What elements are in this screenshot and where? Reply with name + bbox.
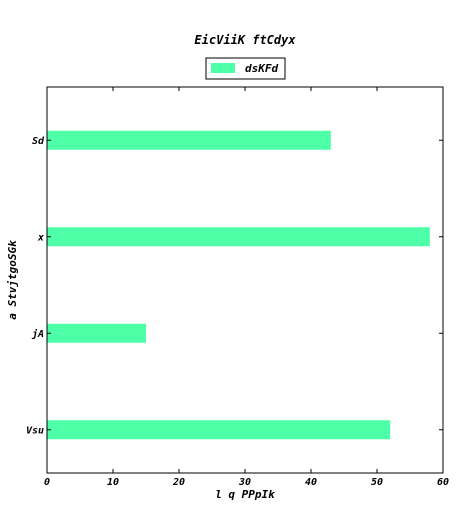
legend: dsKFd [205,57,286,80]
bar-x [47,227,430,247]
legend-swatch [211,63,235,73]
bar-jA [47,323,146,343]
x-tick-label: 60 [437,477,449,488]
x-axis-label: l q PPpIk [215,488,275,501]
y-tick-label: Vsu [26,425,44,436]
y-tick-label: Sd [32,136,45,147]
y-tick-label: jA [31,328,44,340]
y-axis-ticks: Vsu jA x Sd [26,136,443,436]
bars [47,130,430,440]
x-tick-label: 50 [371,477,383,488]
x-tick-label: 30 [238,477,251,488]
plot-frame [46,86,444,474]
y-tick-label: x [37,232,44,243]
x-tick-label: 10 [107,477,119,488]
x-tick-label: 40 [305,477,317,488]
x-tick-label: 20 [172,477,185,488]
y-axis-label: a StvjtgoSGk [6,240,19,320]
legend-label: dsKFd [245,62,278,75]
bar-Vsu [47,420,391,440]
bar-Sd [47,130,331,150]
x-tick-label: 0 [44,477,50,488]
chart-title: EicViiK ftCdyx [194,33,296,47]
